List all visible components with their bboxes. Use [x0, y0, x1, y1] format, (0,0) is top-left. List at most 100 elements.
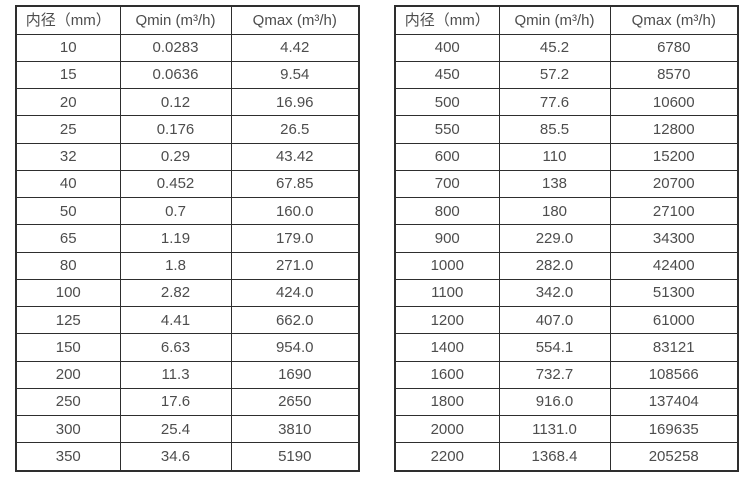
table-cell: 6780 — [609, 33, 739, 62]
table-cell: 27100 — [609, 196, 739, 226]
table-row: 250 17.6 2650 — [15, 387, 360, 417]
table-row: 1600 732.7 108566 — [394, 360, 739, 389]
table-cell: 0.176 — [119, 115, 232, 144]
table-body: 10 0.0283 4.42 15 0.0636 9.54 20 0.12 16.96 25 0.1… — [15, 33, 360, 472]
table-cell: 179.0 — [230, 224, 360, 253]
table-cell: 2000 — [394, 414, 500, 444]
table-cell: 57.2 — [498, 60, 611, 90]
table-row: 15 0.0636 9.54 — [15, 60, 360, 90]
table-cell: 1000 — [394, 251, 500, 280]
table-cell: 1200 — [394, 305, 500, 335]
table-cell: 40 — [15, 169, 121, 199]
table-cell: 342.0 — [498, 278, 611, 308]
table-cell: 25.4 — [119, 414, 232, 444]
table-row: 65 1.19 179.0 — [15, 224, 360, 253]
table-row: 450 57.2 8570 — [394, 60, 739, 90]
table-cell: 3810 — [230, 414, 360, 444]
table-row: 2000 1131.0 169635 — [394, 414, 739, 444]
table-row: 1200 407.0 61000 — [394, 305, 739, 335]
table-cell: 954.0 — [230, 333, 360, 362]
table-cell: 4.41 — [119, 305, 232, 335]
table-cell: 43.42 — [230, 142, 360, 171]
table-cell: 160.0 — [230, 196, 360, 226]
table-row: 200 11.3 1690 — [15, 360, 360, 389]
table-cell: 10 — [15, 33, 121, 62]
table-cell: 916.0 — [498, 387, 611, 417]
table-cell: 26.5 — [230, 115, 360, 144]
table-cell: 400 — [394, 33, 500, 62]
table-cell: 5190 — [230, 442, 360, 472]
table-cell: 137404 — [609, 387, 739, 417]
table-cell: 282.0 — [498, 251, 611, 280]
table-row: 100 2.82 424.0 — [15, 278, 360, 308]
table-row: 50 0.7 160.0 — [15, 196, 360, 226]
table-cell: 1600 — [394, 360, 500, 389]
table-cell: 15 — [15, 60, 121, 90]
table-cell: 1131.0 — [498, 414, 611, 444]
table-cell: 125 — [15, 305, 121, 335]
table-cell: 424.0 — [230, 278, 360, 308]
table-cell: 1100 — [394, 278, 500, 308]
table-cell: 10600 — [609, 87, 739, 117]
table-row: 1800 916.0 137404 — [394, 387, 739, 417]
table-cell: 300 — [15, 414, 121, 444]
table-cell: 110 — [498, 142, 611, 171]
table-row: 1000 282.0 42400 — [394, 251, 739, 280]
table-cell: 80 — [15, 251, 121, 280]
table-cell: 0.7 — [119, 196, 232, 226]
table-cell: 1690 — [230, 360, 360, 389]
flow-table-large-diameters: 内径（mm） Qmin (m³/h) Qmax (m³/h) 400 45.2 67… — [394, 5, 739, 472]
table-cell: 67.85 — [230, 169, 360, 199]
table-cell: 350 — [15, 442, 121, 472]
table-cell: 229.0 — [498, 224, 611, 253]
table-cell: 51300 — [609, 278, 739, 308]
table-cell: 138 — [498, 169, 611, 199]
table-row: 20 0.12 16.96 — [15, 87, 360, 117]
table-cell: 205258 — [609, 442, 739, 472]
table-cell: 61000 — [609, 305, 739, 335]
table-cell: 8570 — [609, 60, 739, 90]
header-qmax: Qmax (m³/h) — [230, 5, 360, 35]
table-row: 150 6.63 954.0 — [15, 333, 360, 362]
table-cell: 20 — [15, 87, 121, 117]
table-cell: 45.2 — [498, 33, 611, 62]
table-cell: 700 — [394, 169, 500, 199]
table-row: 700 138 20700 — [394, 169, 739, 199]
table-cell: 15200 — [609, 142, 739, 171]
table-cell: 0.0283 — [119, 33, 232, 62]
table-cell: 554.1 — [498, 333, 611, 362]
table-row: 400 45.2 6780 — [394, 33, 739, 62]
table-cell: 2.82 — [119, 278, 232, 308]
table-cell: 250 — [15, 387, 121, 417]
table-cell: 11.3 — [119, 360, 232, 389]
table-cell: 12800 — [609, 115, 739, 144]
table-cell: 77.6 — [498, 87, 611, 117]
table-cell: 50 — [15, 196, 121, 226]
table-cell: 20700 — [609, 169, 739, 199]
table-row: 80 1.8 271.0 — [15, 251, 360, 280]
table-cell: 450 — [394, 60, 500, 90]
table-cell: 150 — [15, 333, 121, 362]
table-row: 550 85.5 12800 — [394, 115, 739, 144]
table-cell: 25 — [15, 115, 121, 144]
table-cell: 169635 — [609, 414, 739, 444]
header-qmin: Qmin (m³/h) — [119, 5, 232, 35]
flow-rate-tables: 内径（mm） Qmin (m³/h) Qmax (m³/h) 10 0.0283 4… — [15, 5, 739, 472]
header-qmin: Qmin (m³/h) — [498, 5, 611, 35]
table-cell: 2650 — [230, 387, 360, 417]
table-cell: 500 — [394, 87, 500, 117]
table-row: 32 0.29 43.42 — [15, 142, 360, 171]
table-cell: 1400 — [394, 333, 500, 362]
table-cell: 85.5 — [498, 115, 611, 144]
table-row: 900 229.0 34300 — [394, 224, 739, 253]
table-cell: 271.0 — [230, 251, 360, 280]
header-inner-diameter: 内径（mm） — [394, 5, 500, 35]
table-cell: 0.452 — [119, 169, 232, 199]
table-cell: 1800 — [394, 387, 500, 417]
table-cell: 108566 — [609, 360, 739, 389]
table-row: 600 110 15200 — [394, 142, 739, 171]
table-row: 1100 342.0 51300 — [394, 278, 739, 308]
table-cell: 9.54 — [230, 60, 360, 90]
table-cell: 800 — [394, 196, 500, 226]
flow-table-small-diameters: 内径（mm） Qmin (m³/h) Qmax (m³/h) 10 0.0283 4… — [15, 5, 360, 472]
